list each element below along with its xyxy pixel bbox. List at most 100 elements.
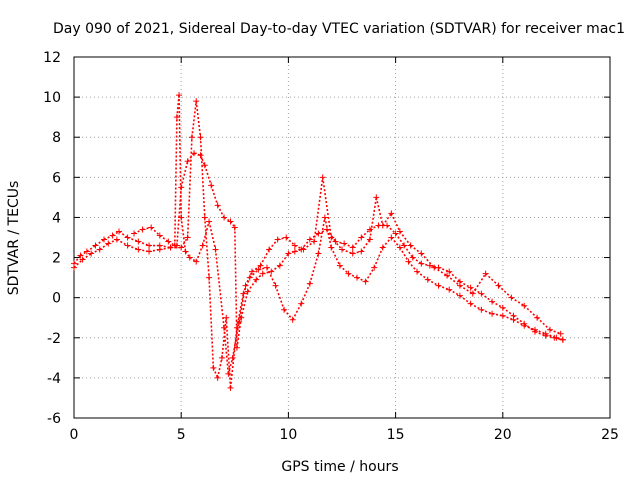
ticks-layer: 0 5 10 15 20 25 -6 -4 -2 0 2 4 6 8 10 12 <box>43 50 619 443</box>
trace-segment <box>326 229 337 242</box>
trace-segment <box>262 270 272 275</box>
data-point <box>315 230 322 237</box>
y-axis-label: SDTVAR / TECUs <box>6 181 22 296</box>
trace-segment <box>184 251 191 259</box>
y-tick-label: 12 <box>43 50 61 66</box>
data-point <box>446 286 453 293</box>
data-point <box>131 230 138 237</box>
trace-segment <box>208 221 217 250</box>
trace-segment <box>116 238 128 247</box>
trace-segment <box>279 253 290 267</box>
data-point <box>499 304 506 311</box>
trace-segment <box>399 247 410 262</box>
trace-segment <box>470 286 482 295</box>
trace-segment <box>127 236 139 243</box>
data-point <box>469 290 476 297</box>
trace-segment <box>107 238 118 245</box>
trace-segment <box>283 309 294 321</box>
trace-segment <box>513 319 525 327</box>
trace-segment <box>266 267 277 286</box>
trace-segment <box>268 238 279 251</box>
trace-segment <box>138 240 150 247</box>
data-point <box>358 248 365 255</box>
trace-segment <box>386 224 397 235</box>
trace-segment <box>416 270 429 281</box>
y-tick-label: -2 <box>47 331 61 347</box>
trace-segment <box>446 274 461 287</box>
data-point <box>354 274 361 281</box>
trace-segment <box>150 226 161 237</box>
trace-segment <box>438 284 450 291</box>
trace-segment <box>258 266 268 271</box>
x-tick-label: 15 <box>387 427 405 443</box>
trace-segment <box>73 255 82 265</box>
trace-segment <box>180 161 189 188</box>
data-point <box>105 240 112 247</box>
data-point <box>379 222 386 229</box>
x-axis-label: GPS time / hours <box>281 459 398 475</box>
trace-segment <box>502 314 514 321</box>
trace-segment <box>536 317 551 331</box>
trace-segment <box>403 245 414 259</box>
trace-segment <box>369 224 379 231</box>
trace-segment <box>199 154 206 166</box>
trace-segment <box>186 137 193 238</box>
trace-segment <box>343 242 354 249</box>
x-tick-label: 25 <box>601 427 619 443</box>
trace-segment <box>216 357 223 379</box>
trace-segment <box>412 256 422 265</box>
points-layer <box>71 92 566 391</box>
trace-segment <box>112 230 120 237</box>
x-tick-label: 0 <box>70 427 79 443</box>
trace-segment <box>534 329 546 335</box>
data-point <box>116 228 123 235</box>
trace-segment <box>270 264 281 273</box>
trace-segment <box>369 197 378 240</box>
trace-segment <box>491 300 504 309</box>
data-point <box>366 226 373 233</box>
data-point <box>289 316 296 323</box>
trace-segment <box>348 272 358 279</box>
data-point <box>306 236 313 243</box>
trace-segment <box>227 357 234 375</box>
trace-segment <box>420 253 435 269</box>
trace-segment <box>399 230 412 247</box>
trace-segment <box>82 252 92 261</box>
x-tick-label: 10 <box>279 427 297 443</box>
trace-segment <box>199 137 206 218</box>
data-point <box>396 228 403 235</box>
trace-segment <box>291 303 302 321</box>
data-point <box>101 236 108 243</box>
trace-segment <box>352 250 362 255</box>
data-point <box>414 268 421 275</box>
trace-segment <box>167 240 176 247</box>
data-point <box>495 282 502 289</box>
series-trace-b <box>71 98 566 391</box>
trace-segment <box>176 95 180 118</box>
trace-segment <box>390 236 401 249</box>
trace-segment <box>360 228 371 239</box>
data-point <box>276 262 283 269</box>
trace-segment <box>142 226 152 231</box>
trace-segment <box>364 267 375 283</box>
data-point <box>431 264 438 271</box>
trace-segment <box>523 305 538 319</box>
trace-segment <box>356 276 366 283</box>
data-point <box>379 244 386 251</box>
trace-segment <box>203 217 210 278</box>
trace-segment <box>99 242 109 251</box>
trace-segment <box>214 249 225 328</box>
y-tick-label: -4 <box>47 371 61 387</box>
data-point <box>534 314 541 321</box>
trace-segment <box>510 296 525 307</box>
trace-segment <box>221 317 228 358</box>
plot-frame <box>73 56 611 419</box>
trace-segment <box>159 234 169 243</box>
trace-segment <box>191 101 198 138</box>
data-point <box>291 242 298 249</box>
data-point <box>349 244 356 251</box>
trace-segment <box>240 291 249 318</box>
trace-segment <box>448 288 461 297</box>
trace-segment <box>313 177 324 242</box>
